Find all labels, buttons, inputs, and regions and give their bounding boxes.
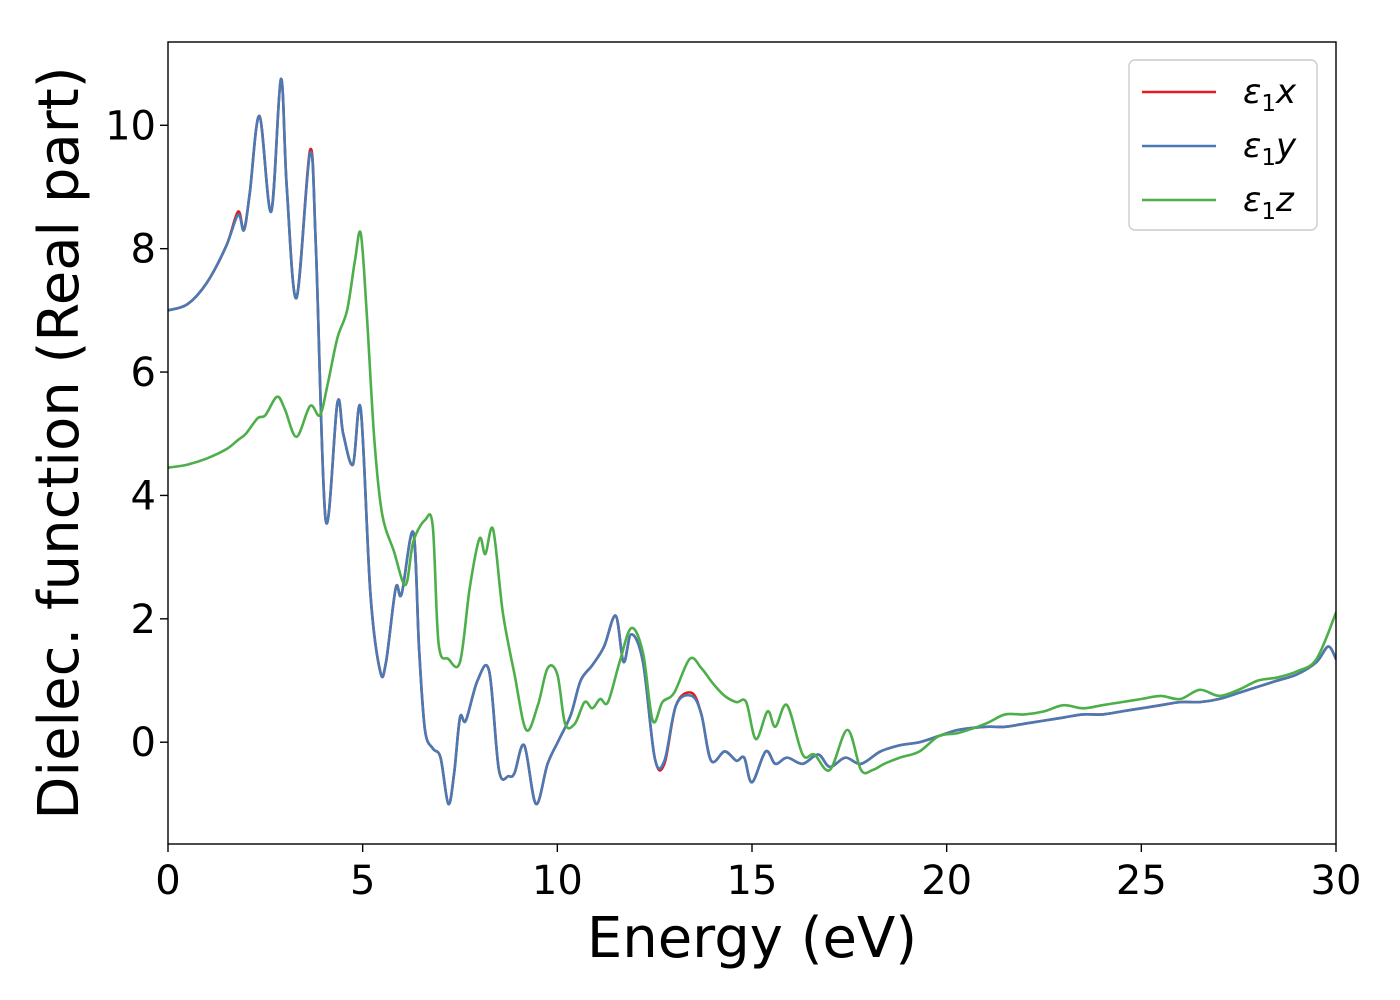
x-tick-label: 10 — [532, 858, 583, 904]
x-axis-label: Energy (eV) — [587, 906, 917, 971]
legend-label-z: ε1z — [1243, 180, 1295, 225]
legend: ε1x ε1y ε1z — [1128, 59, 1318, 231]
x-tick-label: 0 — [155, 858, 180, 904]
series-line-z — [168, 230, 1336, 775]
legend-label-x: ε1x — [1243, 72, 1297, 117]
legend-label-y: ε1y — [1243, 126, 1297, 171]
y-tick-label: 0 — [131, 720, 156, 766]
y-tick-label: 8 — [131, 227, 156, 273]
plot-frame — [167, 41, 1337, 845]
y-tick-label: 2 — [131, 597, 156, 643]
y-tick-label: 10 — [105, 103, 156, 149]
y-axis-label: Dielec. function (Real part) — [27, 66, 92, 819]
x-tick-label: 5 — [350, 858, 375, 904]
y-tick-label: 4 — [131, 473, 156, 519]
x-tick-label: 20 — [921, 858, 972, 904]
x-tick-label: 25 — [1116, 858, 1167, 904]
x-tick-label: 30 — [1311, 858, 1362, 904]
ticks-layer: 0 5 10 15 20 25 30 0 2 4 6 8 10 — [105, 103, 1361, 904]
legend-box — [1128, 59, 1318, 231]
y-tick-label: 6 — [131, 350, 156, 396]
series-line-y — [168, 77, 1336, 806]
x-tick-label: 15 — [727, 858, 778, 904]
plot-lines — [168, 77, 1336, 806]
